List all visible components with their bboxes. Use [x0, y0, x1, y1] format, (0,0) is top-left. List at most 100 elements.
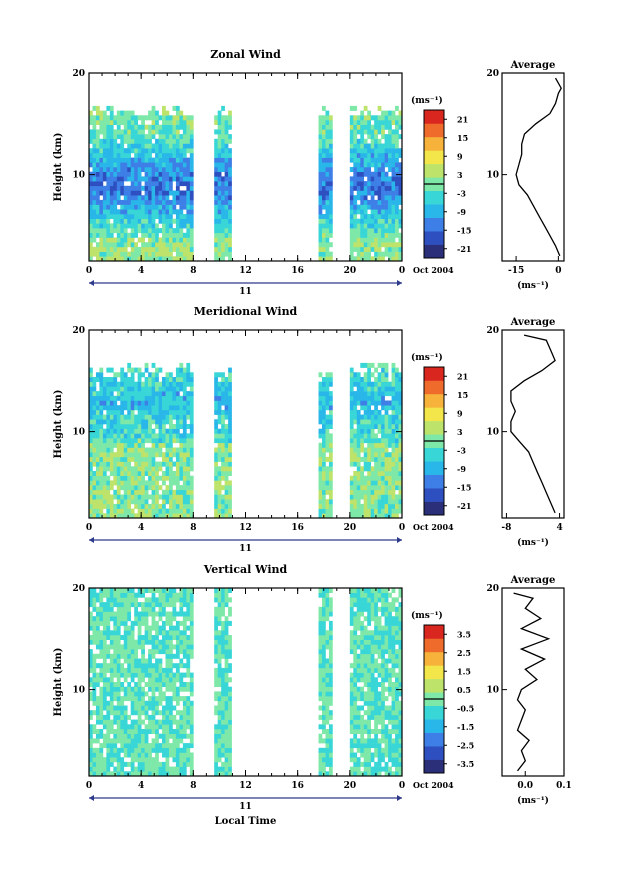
wind-cell: [322, 687, 326, 692]
wind-cell: [218, 438, 222, 443]
wind-cell: [371, 415, 375, 420]
wind-cell: [148, 597, 152, 602]
wind-cell: [319, 433, 323, 438]
wind-cell: [110, 706, 114, 711]
wind-cell: [117, 762, 121, 767]
wind-cell: [179, 682, 183, 687]
wind-cell: [127, 612, 131, 617]
wind-cell: [360, 495, 364, 500]
wind-cell: [110, 125, 114, 130]
wind-cell: [367, 696, 371, 701]
wind-cell: [374, 419, 378, 424]
wind-cell: [124, 195, 128, 200]
wind-cell: [381, 219, 385, 224]
wind-cell: [99, 144, 103, 149]
wind-cell: [172, 106, 176, 111]
wind-cell: [92, 668, 96, 673]
wind-cell: [92, 134, 96, 139]
wind-cell: [367, 659, 371, 664]
wind-cell: [106, 635, 110, 640]
chart-title: Zonal Wind: [210, 48, 281, 61]
wind-cell: [110, 419, 114, 424]
wind-cell: [145, 757, 149, 762]
wind-cell: [357, 162, 361, 167]
wind-cell: [364, 490, 368, 495]
wind-cell: [357, 748, 361, 753]
wind-cell: [92, 724, 96, 729]
wind-cell: [350, 176, 354, 181]
wind-cell: [392, 396, 396, 401]
wind-cell: [374, 148, 378, 153]
wind-cell: [166, 677, 170, 682]
wind-cell: [176, 172, 180, 177]
wind-cell: [395, 401, 399, 406]
wind-cell: [134, 195, 138, 200]
wind-cell: [176, 767, 180, 772]
wind-cell: [367, 720, 371, 725]
wind-cell: [225, 433, 229, 438]
wind-cell: [225, 223, 229, 228]
wind-cell: [218, 200, 222, 205]
wind-cell: [110, 176, 114, 181]
wind-cell: [360, 448, 364, 453]
wind-cell: [378, 223, 382, 228]
wind-cell: [190, 753, 194, 758]
wind-cell: [169, 743, 173, 748]
wind-cell: [221, 734, 225, 739]
wind-cell: [221, 139, 225, 144]
wind-cell: [357, 621, 361, 626]
wind-cell: [392, 214, 396, 219]
wind-cell: [214, 396, 218, 401]
wind-cell: [360, 433, 364, 438]
wind-cell: [225, 687, 229, 692]
wind-cell: [159, 214, 163, 219]
wind-cell: [176, 209, 180, 214]
wind-cell: [179, 593, 183, 598]
wind-cell: [99, 433, 103, 438]
wind-cell: [159, 668, 163, 673]
wind-cell: [325, 252, 329, 257]
wind-cell: [385, 214, 389, 219]
wind-cell: [325, 382, 329, 387]
wind-cell: [360, 691, 364, 696]
wind-cell: [186, 134, 190, 139]
wind-cell: [374, 462, 378, 467]
wind-cell: [99, 504, 103, 509]
wind-cell: [329, 677, 333, 682]
wind-cell: [228, 687, 232, 692]
wind-cell: [127, 252, 131, 257]
wind-cell: [169, 415, 173, 420]
wind-cell: [134, 466, 138, 471]
wind-cell: [92, 106, 96, 111]
wind-cell: [103, 429, 107, 434]
wind-cell: [159, 687, 163, 692]
wind-cell: [367, 214, 371, 219]
wind-cell: [353, 120, 357, 125]
wind-cell: [392, 144, 396, 149]
wind-cell: [117, 710, 121, 715]
wind-cell: [138, 696, 142, 701]
colorbar-swatch: [424, 150, 444, 164]
wind-cell: [172, 748, 176, 753]
wind-cell: [364, 654, 368, 659]
wind-cell: [92, 659, 96, 664]
wind-cell: [218, 205, 222, 210]
wind-cell: [385, 223, 389, 228]
wind-cell: [367, 767, 371, 772]
wind-cell: [225, 228, 229, 233]
wind-cell: [186, 438, 190, 443]
wind-cell: [329, 129, 333, 134]
wind-cell: [127, 630, 131, 635]
wind-cell: [169, 172, 173, 177]
wind-cell: [148, 715, 152, 720]
wind-cell: [169, 209, 173, 214]
wind-cell: [186, 509, 190, 514]
wind-cell: [106, 485, 110, 490]
wind-cell: [360, 654, 364, 659]
wind-cell: [176, 471, 180, 476]
wind-cell: [325, 448, 329, 453]
wind-cell: [113, 753, 117, 758]
wind-cell: [214, 462, 218, 467]
wind-cell: [152, 668, 156, 673]
wind-cell: [134, 219, 138, 224]
